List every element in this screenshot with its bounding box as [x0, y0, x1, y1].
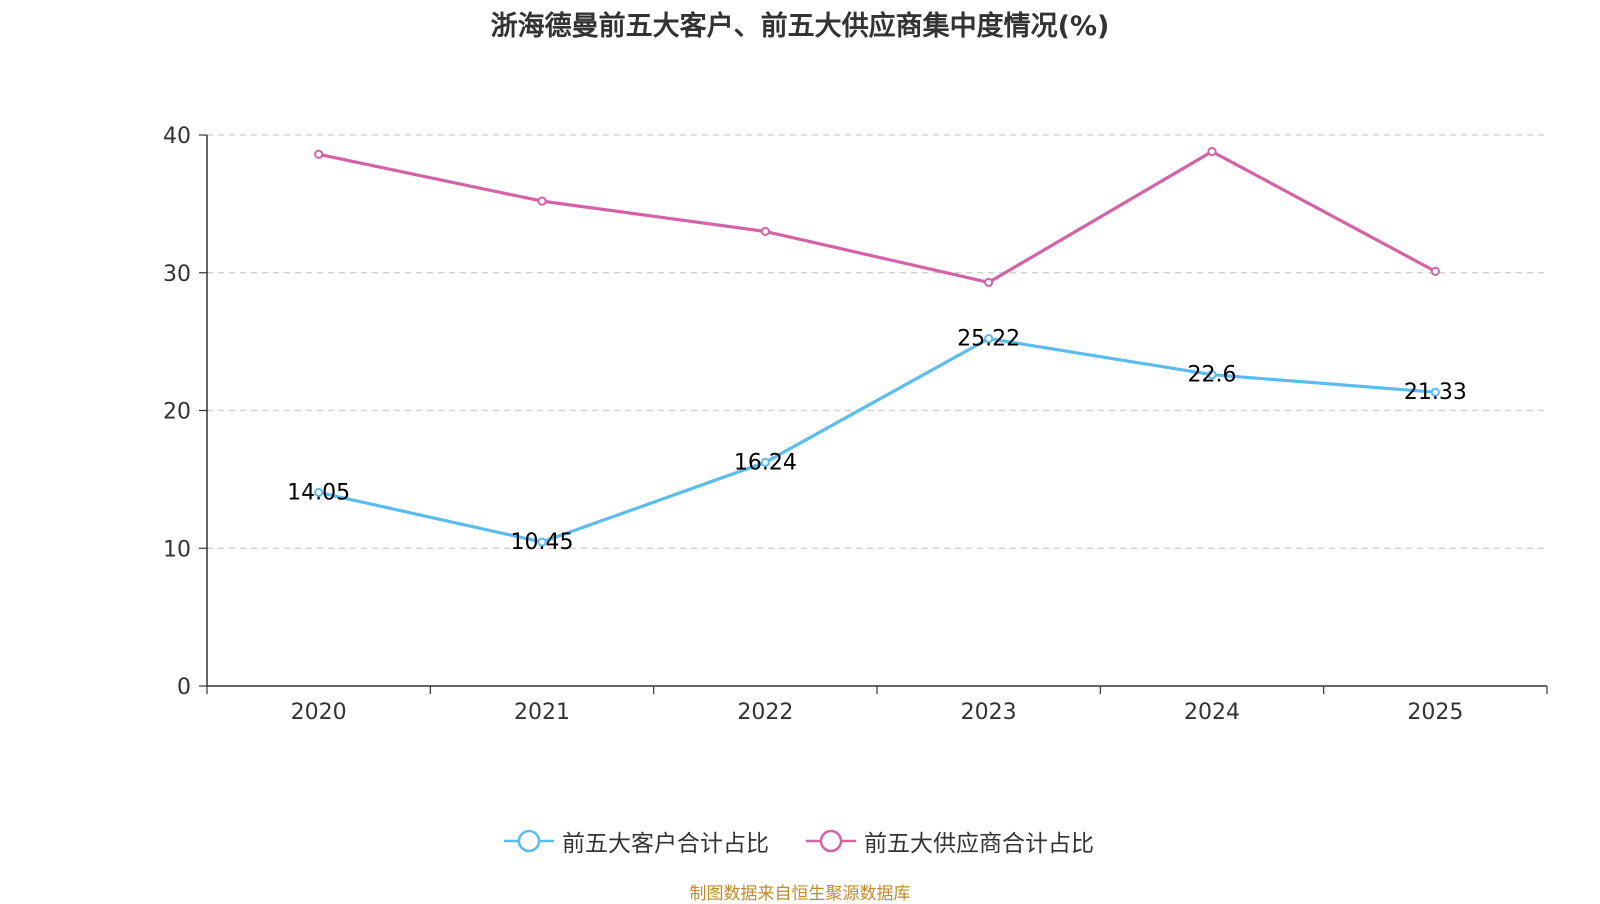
legend-suppliers-label: 前五大供应商合计占比 [864, 831, 1094, 857]
x-tick-label: 2024 [1184, 700, 1240, 725]
legend-suppliers-icon [806, 829, 856, 853]
data-point [760, 226, 770, 237]
data-label: 16.24 [734, 450, 797, 475]
legend-customers-label: 前五大客户合计占比 [562, 831, 769, 857]
data-label: 21.33 [1404, 380, 1467, 405]
y-tick-label: 20 [163, 400, 191, 425]
data-point [984, 277, 994, 287]
legend-customers-icon [504, 829, 554, 853]
legend-item-customers[interactable]: 前五大客户合计占比 [504, 823, 769, 859]
data-point [314, 487, 324, 498]
series-line-1 [318, 149, 1437, 284]
legend-item-suppliers[interactable]: 前五大供应商合计占比 [806, 823, 1094, 859]
series [314, 146, 1440, 547]
chart-title: 浙海德曼前五大客户、前五大供应商集中度情况(%) [490, 11, 1110, 42]
data-label: 25.22 [957, 327, 1020, 352]
data-point [984, 333, 994, 344]
data-point [314, 149, 324, 159]
x-tick-label: 2021 [514, 700, 570, 725]
data-point [1207, 146, 1217, 157]
y-tick-label: 0 [177, 675, 191, 700]
data-labels: 14.05 10.45 16.24 25.22 22.6 21.33 [287, 327, 1467, 555]
axes: 0 10 20 30 40 2020 2021 2022 2023 2024 2025 [163, 124, 1548, 725]
data-label: 22.6 [1188, 363, 1237, 388]
data-point [1430, 266, 1440, 276]
data-label: 10.45 [511, 530, 574, 555]
grid-lines [207, 134, 1547, 549]
data-label: 14.05 [287, 480, 350, 505]
source-note: 制图数据来自恒生聚源数据库 [689, 884, 911, 904]
x-tick-label: 2022 [737, 700, 793, 725]
data-point [537, 196, 547, 206]
y-tick-label: 40 [163, 124, 191, 149]
data-point [1430, 387, 1440, 397]
data-point [1207, 370, 1217, 380]
x-tick-label: 2025 [1407, 700, 1463, 725]
y-tick-label: 30 [163, 262, 191, 287]
series-line-0 [318, 336, 1436, 544]
y-tick-label: 10 [163, 537, 191, 562]
x-tick-label: 2020 [291, 700, 347, 725]
x-tick-label: 2023 [961, 700, 1017, 725]
data-point [537, 537, 547, 547]
data-point [760, 457, 770, 467]
